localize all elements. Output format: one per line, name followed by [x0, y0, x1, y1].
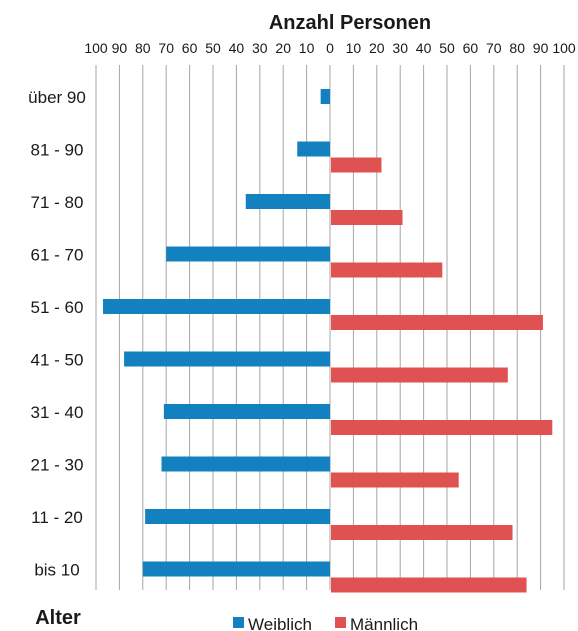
bar-maennlich	[331, 577, 527, 593]
y-axis-title: Alter	[35, 607, 81, 629]
legend-label-maennlich: Männlich	[350, 615, 418, 631]
x-tick-labels: 100 90 80 70 60 50 40 30 20 10 0 10 20 30 40 50 60 70 80 90…	[84, 40, 576, 56]
x-tick-label: 90	[112, 40, 128, 56]
category-label: 61 - 70	[31, 246, 84, 265]
bar-maennlich	[331, 472, 459, 488]
legend: Weiblich Männlich	[233, 615, 418, 631]
bar-maennlich	[331, 315, 543, 330]
x-tick-label: 60	[182, 40, 198, 56]
x-tick-label: 90	[533, 40, 549, 56]
bar-weiblich	[297, 141, 330, 157]
chart-title: Anzahl Personen	[269, 12, 431, 34]
bar-maennlich	[331, 210, 403, 225]
category-label: 41 - 50	[31, 351, 84, 370]
category-labels: über 90 81 - 90 71 - 80 61 - 70 51 - 60 41 - …	[28, 88, 86, 580]
x-tick-label: 70	[158, 40, 174, 56]
category-label: 11 - 20	[31, 508, 83, 527]
x-tick-label: 0	[326, 40, 334, 56]
x-tick-label: 60	[463, 40, 479, 56]
legend-swatch-weiblich	[233, 617, 244, 628]
x-tick-label: 80	[135, 40, 151, 56]
x-tick-label: 50	[439, 40, 455, 56]
bar-maennlich	[331, 367, 508, 383]
bar-weiblich	[124, 351, 330, 367]
bar-weiblich	[245, 194, 330, 209]
x-tick-label: 50	[205, 40, 221, 56]
legend-label-weiblich: Weiblich	[248, 615, 312, 631]
bar-maennlich	[331, 420, 553, 435]
legend-swatch-maennlich	[335, 617, 346, 628]
bar-weiblich	[320, 89, 330, 104]
x-tick-label: 30	[392, 40, 408, 56]
bar-maennlich	[331, 157, 382, 173]
x-tick-label: 40	[416, 40, 432, 56]
category-label: über 90	[28, 88, 86, 107]
x-tick-label: 20	[369, 40, 385, 56]
bar-weiblich	[145, 509, 330, 524]
bar-weiblich	[166, 246, 330, 262]
x-tick-label: 70	[486, 40, 502, 56]
bar-maennlich	[331, 262, 443, 278]
bar-weiblich	[142, 561, 330, 577]
category-label: 71 - 80	[31, 193, 84, 212]
category-label: 31 - 40	[31, 403, 84, 422]
category-label: 81 - 90	[31, 141, 84, 160]
bar-weiblich	[161, 456, 330, 472]
bar-maennlich	[331, 525, 513, 540]
x-tick-label: 30	[252, 40, 268, 56]
x-tick-label: 10	[346, 40, 362, 56]
x-tick-label: 40	[229, 40, 245, 56]
category-label: 21 - 30	[31, 456, 84, 475]
bar-weiblich	[103, 299, 331, 314]
x-tick-label: 100	[552, 40, 576, 56]
category-label: bis 10	[34, 561, 79, 580]
x-tick-label: 20	[275, 40, 291, 56]
x-tick-label: 10	[299, 40, 315, 56]
bar-weiblich	[163, 404, 330, 419]
bars	[103, 89, 553, 593]
x-tick-label: 100	[84, 40, 108, 56]
category-label: 51 - 60	[31, 298, 84, 317]
x-tick-label: 80	[509, 40, 525, 56]
